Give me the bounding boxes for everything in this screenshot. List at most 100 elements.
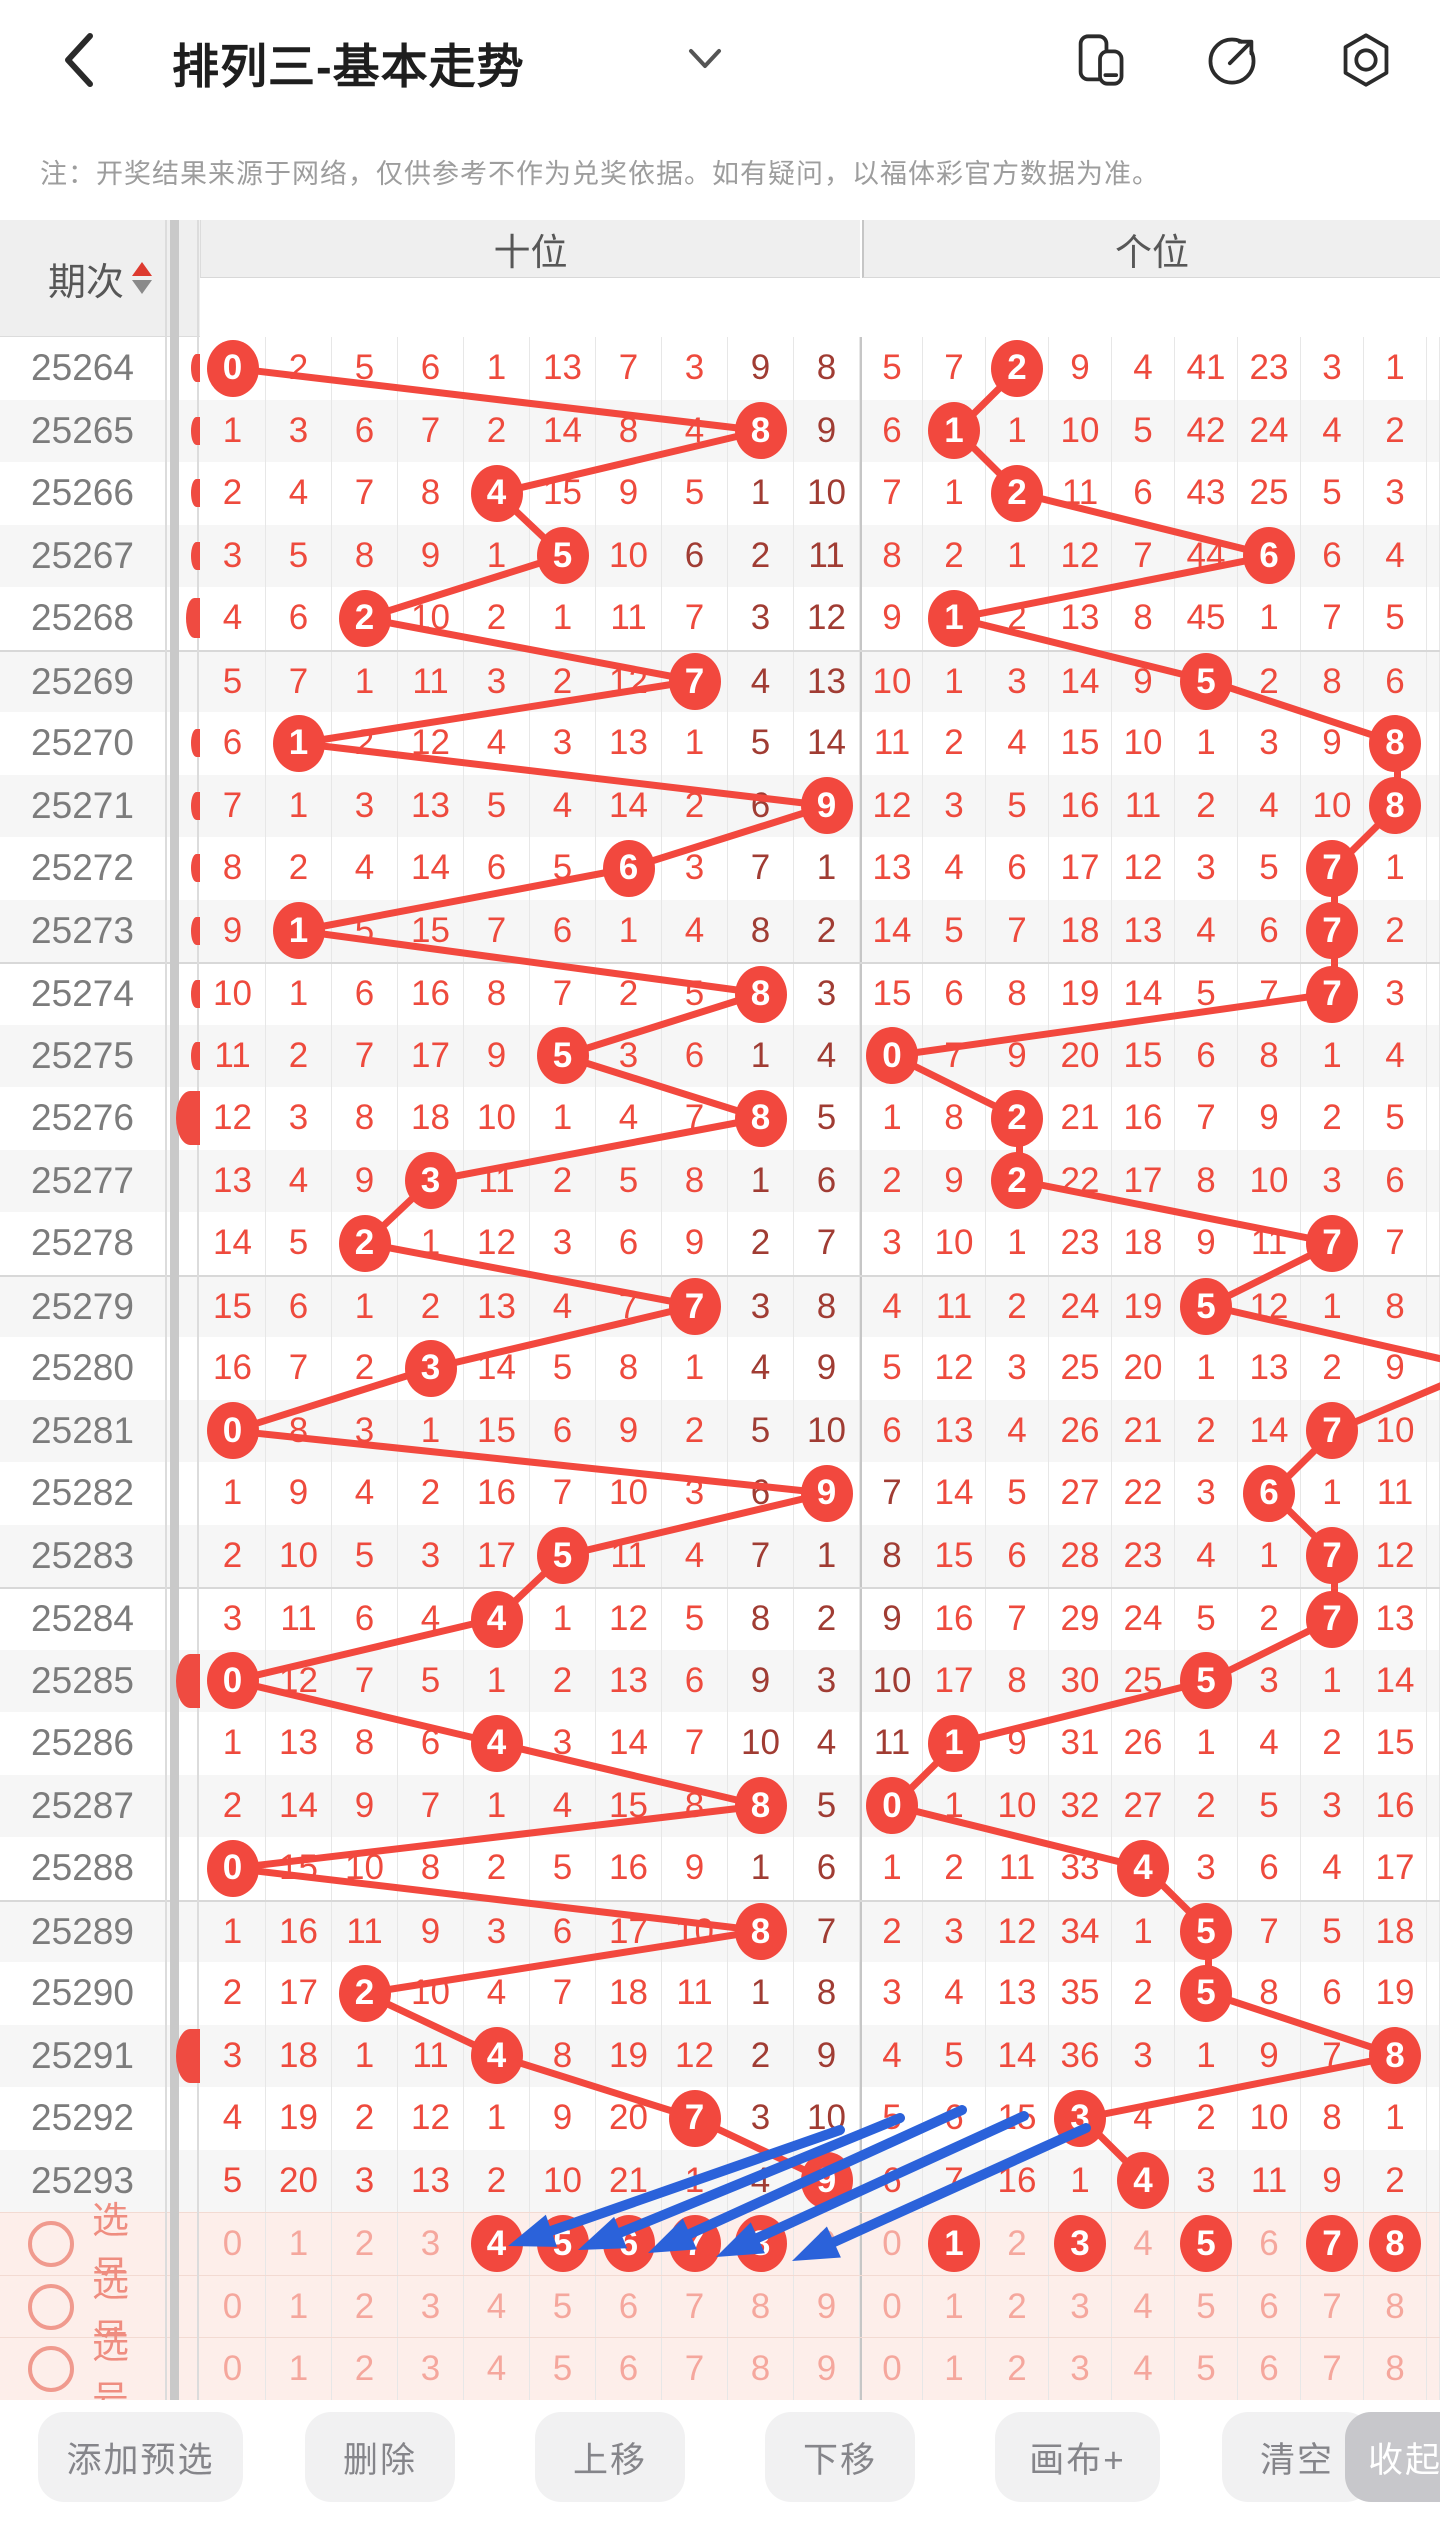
trend-cell[interactable]: 2 (332, 2213, 398, 2275)
trend-cell[interactable]: 4 (464, 2213, 530, 2275)
compare-icon[interactable] (1072, 32, 1128, 88)
trend-cell[interactable]: 8 (1364, 2338, 1427, 2401)
sort-icon[interactable] (132, 262, 152, 294)
trend-cell: 7 (728, 837, 794, 900)
trend-cell[interactable]: 8 (1364, 2275, 1427, 2338)
trend-cell[interactable]: 5 (1175, 2213, 1238, 2275)
delete-button[interactable]: 删除 (305, 2412, 455, 2502)
chevron-down-icon[interactable] (688, 48, 722, 70)
trend-cell[interactable]: 5 (1175, 2275, 1238, 2338)
trend-cell[interactable]: 3 (398, 2213, 464, 2275)
table-row: 25275 11 2 7 17 9 5 3 6 1 4 0 7 9 20 15 6 8 1 4 (0, 1024, 1440, 1087)
trend-cell[interactable]: 7 (1301, 2338, 1364, 2401)
trend-cell[interactable]: 3 (1049, 2275, 1112, 2338)
trend-cell: 7 (1301, 1212, 1364, 1275)
trend-cell: 2 (986, 1276, 1049, 1337)
move-up-button[interactable]: 上移 (535, 2412, 685, 2502)
trend-cell[interactable]: 0 (200, 2338, 266, 2401)
trend-cell[interactable]: 2 (332, 2338, 398, 2401)
trend-cell[interactable]: 6 (1238, 2213, 1301, 2275)
trend-cell[interactable]: 9 (794, 2213, 860, 2275)
trend-cell[interactable]: 6 (1238, 2338, 1301, 2401)
trend-cell[interactable]: 6 (596, 2338, 662, 2401)
hit-circle[interactable]: 4 (470, 2215, 523, 2273)
select-radio[interactable] (28, 2220, 74, 2267)
trend-cell[interactable]: 6 (1238, 2275, 1301, 2338)
trend-cell[interactable]: 2 (986, 2275, 1049, 2338)
trend-cell[interactable]: 2 (986, 2338, 1049, 2401)
trend-cell[interactable]: 6 (596, 2275, 662, 2338)
select-radio[interactable] (28, 2283, 74, 2330)
add-preselect-button[interactable]: 添加预选 (38, 2412, 243, 2502)
trend-cell[interactable]: 9 (794, 2275, 860, 2338)
scroll-divider[interactable] (170, 220, 179, 2400)
trend-cell[interactable]: 4 (464, 2338, 530, 2401)
trend-cell[interactable]: 8 (1364, 2213, 1427, 2275)
badge-icon[interactable] (1338, 32, 1394, 88)
trend-cell: 3 (200, 524, 266, 587)
hit-circle[interactable]: 7 (1306, 2215, 1358, 2273)
trend-cell[interactable]: 4 (464, 2275, 530, 2338)
trend-cell[interactable]: 3 (398, 2338, 464, 2401)
trend-cell[interactable]: 1 (266, 2213, 332, 2275)
move-down-button[interactable]: 下移 (765, 2412, 915, 2502)
trend-cell[interactable]: 7 (1301, 2275, 1364, 2338)
hit-circle[interactable]: 3 (1054, 2215, 1106, 2273)
trend-cell[interactable]: 5 (530, 2275, 596, 2338)
trend-cell: 9 (1238, 1087, 1301, 1150)
trend-cell[interactable]: 8 (728, 2338, 794, 2401)
hit-circle[interactable]: 1 (928, 2215, 980, 2273)
hit-circle[interactable]: 6 (602, 2215, 655, 2273)
hit-circle[interactable]: 8 (734, 2215, 787, 2273)
hit-circle[interactable]: 5 (1180, 2215, 1232, 2273)
trend-cell[interactable]: 1 (266, 2338, 332, 2401)
trend-cell[interactable]: 1 (923, 2213, 986, 2275)
trend-cell[interactable]: 4 (1112, 2275, 1175, 2338)
period-cell: 25286 (31, 1722, 134, 1764)
trend-cell: 1 (332, 2024, 398, 2087)
trend-cell[interactable]: 5 (530, 2213, 596, 2275)
hit-circle[interactable]: 7 (668, 2215, 721, 2273)
page-title[interactable]: 排列三-基本走势 (172, 40, 525, 93)
hit-circle[interactable]: 5 (536, 2215, 589, 2273)
trend-cell[interactable]: 0 (860, 2275, 923, 2338)
trend-cell: 17 (596, 1901, 662, 1962)
trend-cell: 2 (1301, 1087, 1364, 1150)
trend-cell[interactable]: 9 (794, 2338, 860, 2401)
trend-cell[interactable]: 8 (728, 2213, 794, 2275)
collapse-button[interactable]: 收起 (1345, 2412, 1440, 2502)
trend-cell: 4 (794, 1024, 860, 1087)
trend-cell[interactable]: 0 (200, 2275, 266, 2338)
trend-cell[interactable]: 7 (1301, 2213, 1364, 2275)
back-icon[interactable] (58, 30, 98, 90)
trend-cell[interactable]: 5 (1175, 2338, 1238, 2401)
trend-cell[interactable]: 1 (923, 2338, 986, 2401)
trend-cell: 5 (1175, 1276, 1238, 1337)
trend-cell[interactable]: 7 (662, 2213, 728, 2275)
trend-cell[interactable]: 0 (200, 2213, 266, 2275)
trend-cell[interactable]: 3 (1049, 2338, 1112, 2401)
trend-cell[interactable]: 0 (860, 2338, 923, 2401)
trend-cell[interactable]: 3 (398, 2275, 464, 2338)
trend-cell[interactable]: 8 (728, 2275, 794, 2338)
trend-cell[interactable]: 2 (332, 2275, 398, 2338)
trend-cell: 4 (464, 1962, 530, 2025)
trend-cell[interactable]: 5 (530, 2338, 596, 2401)
select-radio[interactable] (28, 2346, 74, 2393)
trend-cell[interactable]: 7 (662, 2338, 728, 2401)
trend-cell[interactable]: 3 (1049, 2213, 1112, 2275)
trend-cell[interactable]: 1 (266, 2275, 332, 2338)
trend-cell[interactable]: 7 (662, 2275, 728, 2338)
clipped-circle (191, 1041, 200, 1070)
trend-cell[interactable]: 0 (860, 2213, 923, 2275)
trend-cell: 14 (1364, 1649, 1427, 1712)
hit-circle[interactable]: 8 (1369, 2215, 1421, 2273)
trend-cell[interactable]: 1 (923, 2275, 986, 2338)
trend-cell: 1 (266, 774, 332, 837)
share-icon[interactable] (1204, 32, 1260, 88)
trend-cell[interactable]: 4 (1112, 2213, 1175, 2275)
trend-cell[interactable]: 6 (596, 2213, 662, 2275)
trend-cell[interactable]: 4 (1112, 2338, 1175, 2401)
canvas-plus-button[interactable]: 画布+ (995, 2412, 1160, 2502)
trend-cell[interactable]: 2 (986, 2213, 1049, 2275)
